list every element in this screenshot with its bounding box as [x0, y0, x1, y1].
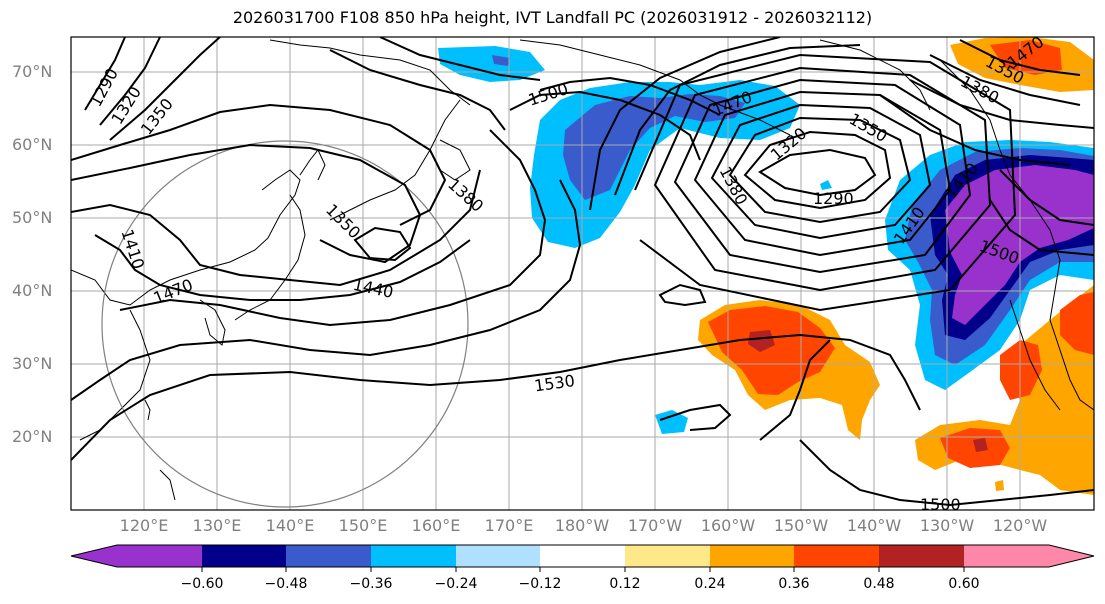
colorbar-extend-low [71, 545, 117, 567]
colorbar [70, 544, 1095, 572]
height-contours [71, 37, 1094, 507]
lon-label: 130°W [919, 516, 975, 535]
lon-label: 160°E [411, 516, 461, 535]
map-title: 2026031700 F108 850 hPa height, IVT Land… [232, 8, 873, 27]
lon-label: 130°E [192, 516, 242, 535]
lon-label: 180°W [554, 516, 610, 535]
colorbar-box-9 [794, 545, 879, 567]
colorbar-tick-label: 0.60 [948, 576, 980, 592]
graticule [71, 37, 1094, 510]
colorbar-box-7 [625, 545, 710, 567]
colorbar-box-10 [879, 545, 964, 567]
colorbar-extend-high [1049, 545, 1094, 567]
colorbar-tick-label: −0.60 [180, 576, 224, 592]
colorbar-box-2 [202, 545, 286, 567]
colorbar-tick-label: 0.48 [863, 576, 895, 592]
colorbar-tick-label: −0.36 [349, 576, 393, 592]
colorbar-box-1 [117, 545, 202, 567]
lat-label: 40°N [12, 281, 53, 300]
lon-label: 140°E [265, 516, 315, 535]
lon-label: 140°W [846, 516, 902, 535]
colorbar-tick-label: 0.36 [778, 576, 810, 592]
colorbar-box-5 [456, 545, 540, 567]
lon-label: 170°W [627, 516, 683, 535]
colorbar-box-6 [540, 545, 625, 567]
map-panel [71, 37, 1094, 510]
lat-label: 60°N [12, 135, 53, 154]
contour-label: 1290 [813, 189, 854, 208]
colorbar-box-4 [371, 545, 456, 567]
colorbar-tick-label: −0.12 [518, 576, 562, 592]
colorbar-box-8 [710, 545, 794, 567]
lon-label: 170°E [484, 516, 534, 535]
positive-shading [698, 37, 1094, 495]
colorbar-box-3 [286, 545, 371, 567]
negative-shading [438, 46, 1094, 434]
map-frame [70, 36, 1095, 511]
colorbar-tick-label: −0.48 [264, 576, 308, 592]
colorbar-tick-label: −0.24 [434, 576, 478, 592]
coastlines [71, 39, 1094, 501]
colorbar-tick-label: 0.24 [694, 576, 726, 592]
lon-label: 150°E [338, 516, 388, 535]
contour-label: 1500 [920, 495, 961, 514]
colorbar-tick-label: 0.12 [609, 576, 641, 592]
lat-label: 50°N [12, 208, 53, 227]
lon-label: 120°E [119, 516, 169, 535]
lat-label: 70°N [12, 62, 53, 81]
lat-label: 30°N [12, 354, 53, 373]
lon-label: 160°W [700, 516, 756, 535]
lon-label: 120°W [992, 516, 1048, 535]
radius-circle [101, 140, 469, 508]
colorbar-box-11 [964, 545, 1049, 567]
lon-label: 150°W [773, 516, 829, 535]
lat-label: 20°N [12, 427, 53, 446]
